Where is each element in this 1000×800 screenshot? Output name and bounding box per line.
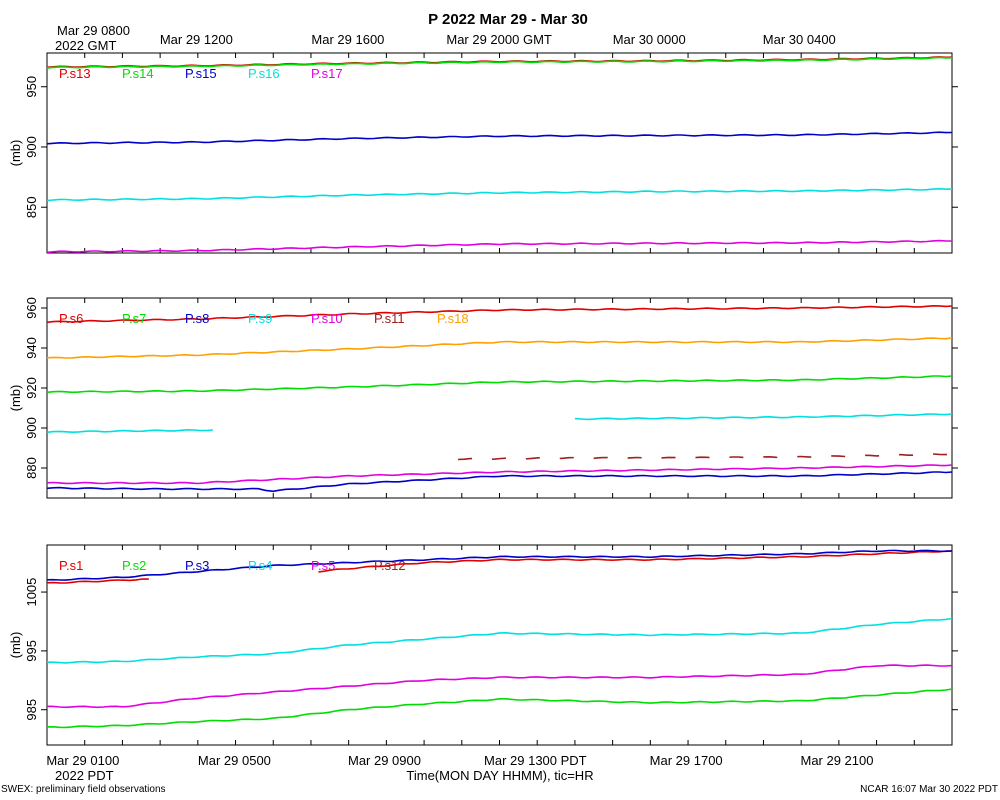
top-axis-tick-label: Mar 30 0400	[763, 32, 836, 47]
top-axis-tick-label: Mar 30 0000	[613, 32, 686, 47]
legend-entry: P.s8	[185, 311, 209, 326]
y-tick-label: 940	[24, 337, 39, 359]
panel-2: 880 900 920 940 960 (mb) P.s6 P.s7 P.s8 P.s9 P.s10…	[8, 297, 958, 499]
y-tick-label: 1005	[24, 578, 39, 607]
bottom-axis-tick-label: Mar 29 1300 PDT	[484, 753, 587, 768]
y-tick-label: 900	[24, 136, 39, 158]
series-line-p-s11	[457, 453, 953, 461]
legend-entry: P.s10	[311, 311, 343, 326]
legend-entry: P.s1	[59, 558, 83, 573]
series-line-p-s1	[46, 578, 149, 584]
y-tick-label: 880	[24, 457, 39, 479]
legend-entry: P.s4	[248, 558, 272, 573]
bottom-axis-tick-label: Mar 29 0900	[348, 753, 421, 768]
y-axis-label: (mb)	[8, 140, 23, 167]
legend-entry: P.s16	[248, 66, 280, 81]
top-axis-tick-label: Mar 29 2000 GMT	[446, 32, 552, 47]
series-line-p-s3	[46, 549, 953, 581]
series-line-p-s4	[47, 617, 953, 664]
series-line-p-s16	[46, 187, 953, 202]
legend-entry: P.s9	[248, 311, 272, 326]
chart-title: P 2022 Mar 29 - Mar 30	[428, 11, 588, 28]
bottom-axis-tick-labels: Mar 29 0100 Mar 29 0500 Mar 29 0900 Mar 29 …	[46, 753, 873, 768]
series-line-p-s2	[46, 688, 953, 729]
series-line-p-s7	[46, 375, 953, 394]
footer-left: SWEX: preliminary field observations	[1, 784, 166, 795]
top-axis-tick-labels: Mar 29 1200 Mar 29 1600 Mar 29 2000 GMT Mar…	[160, 32, 836, 47]
y-axis-label: (mb)	[8, 385, 23, 412]
legend-entry: P.s7	[122, 311, 146, 326]
bottom-axis-tick-label: Mar 29 1700	[650, 753, 723, 768]
series-line-p-s9b	[574, 413, 953, 421]
series-line-p-s10	[46, 464, 953, 485]
y-tick-label: 920	[24, 377, 39, 399]
top-axis-tick-label: Mar 29 1200	[160, 32, 233, 47]
legend-entry: P.s11	[374, 311, 405, 326]
bottom-axis-tick-label: Mar 29 0500	[198, 753, 271, 768]
footer-right: NCAR 16:07 Mar 30 2022 PDT	[860, 784, 998, 795]
panel-1: 850 900 950 (mb) P.s13 P.s14 P.s15 P.s16 P.s17	[8, 52, 958, 254]
y-tick-label: 950	[24, 76, 39, 98]
series-line-p-s18	[46, 337, 953, 359]
y-tick-label: 850	[24, 196, 39, 218]
y-tick-label: 995	[24, 640, 39, 662]
legend-entry: P.s2	[122, 558, 146, 573]
legend-entry: P.s15	[185, 66, 217, 81]
legend-entry: P.s17	[311, 66, 343, 81]
y-tick-label: 900	[24, 417, 39, 439]
legend-entry: P.s5	[311, 558, 335, 573]
panel-frame	[46, 544, 953, 746]
bottom-axis-label: Time(MON DAY HHMM), tic=HR	[406, 768, 593, 783]
legend-entry: P.s14	[122, 66, 154, 81]
panel-3: 985 995 1005 (mb) P.s1 P.s2 P.s3 P.s4 P.s5 P.s12	[8, 544, 958, 746]
series-line-p-s17	[46, 239, 952, 254]
legend-entry: P.s6	[59, 311, 83, 326]
legend-entry: P.s13	[59, 66, 91, 81]
series-line-p-s5	[46, 664, 953, 709]
panel-frame	[46, 52, 953, 254]
bottom-axis-tick-label: Mar 29 0100	[46, 753, 119, 768]
legend-entry: P.s18	[437, 311, 469, 326]
bottom-axis-year: 2022 PDT	[55, 768, 114, 783]
legend-entry: P.s12	[374, 558, 406, 573]
series-line-p-s6	[46, 304, 953, 324]
series-line-p-s15	[46, 131, 953, 145]
y-axis-label: (mb)	[8, 632, 23, 659]
y-tick-label: 985	[24, 699, 39, 721]
series-line-p-s8	[46, 471, 953, 493]
top-axis-start-line1: Mar 29 0800	[57, 23, 130, 38]
top-axis-tick-label: Mar 29 1600	[311, 32, 384, 47]
bottom-axis-tick-label: Mar 29 2100	[800, 753, 873, 768]
series-line-p-s14	[46, 56, 953, 69]
legend-entry: P.s3	[185, 558, 209, 573]
series-line-p-s9	[46, 428, 213, 434]
panels: 850 900 950 (mb) P.s13 P.s14 P.s15 P.s16 P.s17 88…	[8, 52, 958, 746]
top-axis-start-line2: 2022 GMT	[55, 38, 116, 53]
y-tick-label: 960	[24, 297, 39, 319]
series-line-p-s1b	[318, 550, 953, 573]
